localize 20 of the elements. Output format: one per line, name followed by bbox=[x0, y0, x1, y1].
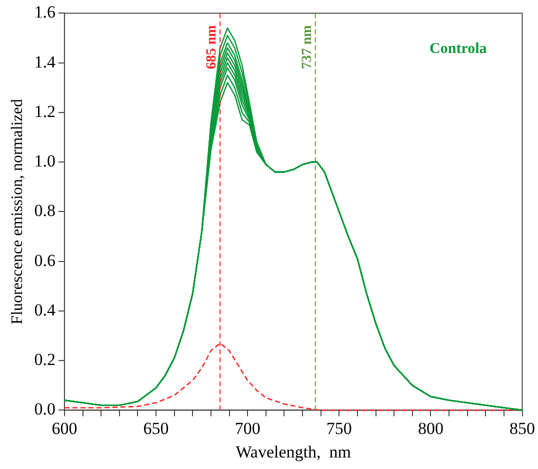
y-axis-title: Fluorescence emission, normalized bbox=[8, 99, 26, 324]
ref-line-label: 685 nm bbox=[204, 24, 220, 70]
y-tick-label: 0.0 bbox=[34, 400, 56, 419]
y-tick-label: 1.6 bbox=[34, 2, 56, 22]
annotation: Controla bbox=[430, 41, 488, 58]
y-tick-label: 0.2 bbox=[34, 350, 56, 370]
x-tick-label: 650 bbox=[143, 418, 169, 438]
x-tick-label: 800 bbox=[418, 418, 444, 438]
x-tick-label: 600 bbox=[52, 418, 78, 438]
x-tick-label: 750 bbox=[326, 418, 352, 438]
x-tick-label: 700 bbox=[234, 418, 260, 438]
x-axis-title: Wavelength, nm bbox=[236, 442, 351, 462]
y-tick-label: 0.4 bbox=[34, 300, 56, 320]
ref-line-label: 737 nm bbox=[300, 24, 315, 70]
x-tick-label: 850 bbox=[510, 418, 535, 438]
y-tick-label: 0.8 bbox=[34, 201, 56, 220]
y-tick-label: 1.4 bbox=[34, 52, 56, 72]
y-tick-label: 0.6 bbox=[34, 250, 56, 270]
y-tick-label: 1.0 bbox=[34, 152, 56, 171]
y-tick-label: 1.2 bbox=[34, 102, 56, 121]
